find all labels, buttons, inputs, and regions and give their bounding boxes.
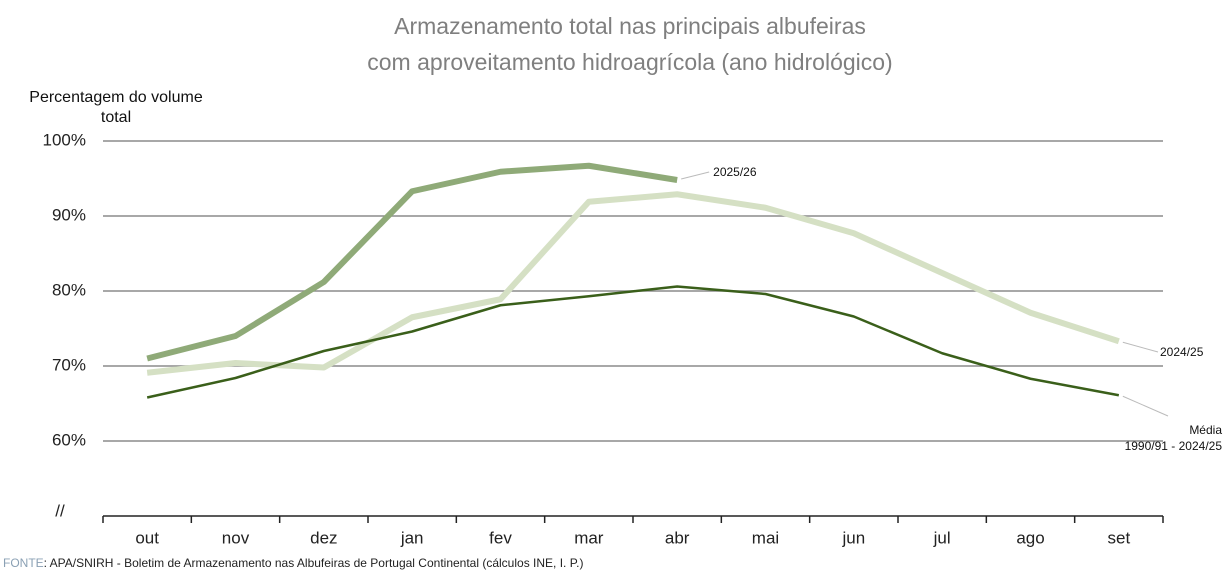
x-tick-label: jun (841, 528, 865, 547)
x-tick-label: dez (310, 528, 337, 547)
x-tick-label: mar (574, 528, 604, 547)
leader-line (1122, 341, 1159, 353)
leader-line (681, 171, 710, 180)
x-tick-label: jul (933, 528, 951, 547)
leader-line (1122, 395, 1169, 417)
source-label: FONTE (3, 556, 44, 570)
series-line (146, 191, 1120, 376)
y-tick-label: 80% (52, 280, 86, 299)
x-tick-label: nov (222, 528, 250, 547)
y-axis-label: Percentagem do volume total (29, 89, 203, 126)
x-tick-label: mai (752, 528, 779, 547)
series-line (146, 285, 1120, 399)
source: FONTE: APA/SNIRH - Boletim de Armazename… (3, 556, 584, 570)
source-text: : APA/SNIRH - Boletim de Armazenamento n… (43, 556, 584, 570)
axis-break: // (55, 501, 65, 520)
series-label: 2024/25 (1160, 345, 1204, 359)
y-tick-label: 100% (43, 130, 86, 149)
y-tick-label: 90% (52, 205, 86, 224)
chart-title: Armazenamento total nas principais albuf… (367, 13, 893, 75)
x-tick-label: fev (489, 528, 512, 547)
series-label: Média 1990/91 - 2024/25 (1124, 423, 1222, 453)
x-tick-label: ago (1016, 528, 1044, 547)
x-tick-label: jan (400, 528, 424, 547)
x-tick-label: out (135, 528, 159, 547)
y-tick-label: 60% (52, 430, 86, 449)
series-line (146, 162, 678, 362)
y-tick-label: 70% (52, 355, 86, 374)
series-label: 2025/26 (713, 165, 757, 179)
x-tick-label: set (1107, 528, 1130, 547)
x-tick-label: abr (665, 528, 690, 547)
